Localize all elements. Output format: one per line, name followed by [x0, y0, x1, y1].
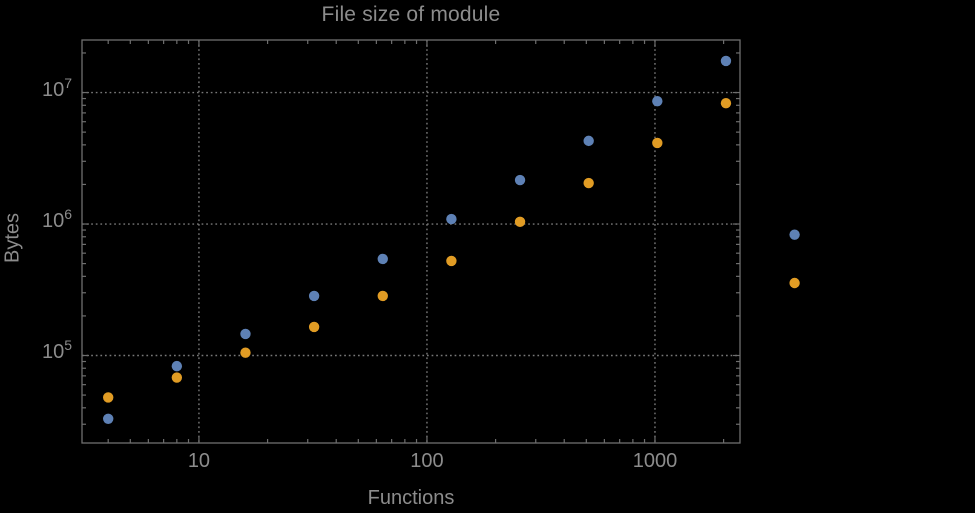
data-point-blue	[514, 174, 526, 186]
plot-frame	[81, 39, 741, 444]
x-tick-label: 1000	[632, 450, 678, 472]
data-point-blue	[720, 55, 732, 67]
data-point-blue	[789, 229, 800, 240]
x-axis-label: Functions	[367, 487, 455, 509]
chart-title: File size of module	[321, 3, 501, 26]
data-point-orange	[308, 321, 320, 333]
data-point-orange	[171, 372, 183, 383]
x-tick-label: 10	[187, 450, 211, 472]
data-point-blue	[377, 253, 388, 265]
y-tick-label: 106	[41, 206, 72, 233]
data-point-orange	[789, 277, 800, 289]
data-point-orange	[377, 290, 388, 302]
data-point-orange	[720, 97, 732, 109]
data-point-blue	[171, 360, 183, 372]
data-point-blue	[446, 213, 457, 225]
data-point-blue	[308, 290, 320, 302]
data-point-orange	[652, 137, 663, 149]
data-point-blue	[652, 95, 663, 107]
y-tick-label: 105	[41, 337, 72, 364]
y-tick-label: 107	[41, 74, 72, 101]
data-point-blue	[103, 413, 114, 425]
x-tick-label: 100	[410, 450, 444, 472]
y-axis-label: Bytes	[1, 212, 24, 264]
data-point-orange	[446, 255, 457, 267]
data-point-orange	[103, 392, 114, 403]
data-point-orange	[583, 177, 594, 189]
data-point-blue	[583, 135, 594, 147]
data-point-orange	[514, 216, 526, 227]
data-point-orange	[240, 347, 251, 358]
data-point-blue	[240, 328, 251, 340]
